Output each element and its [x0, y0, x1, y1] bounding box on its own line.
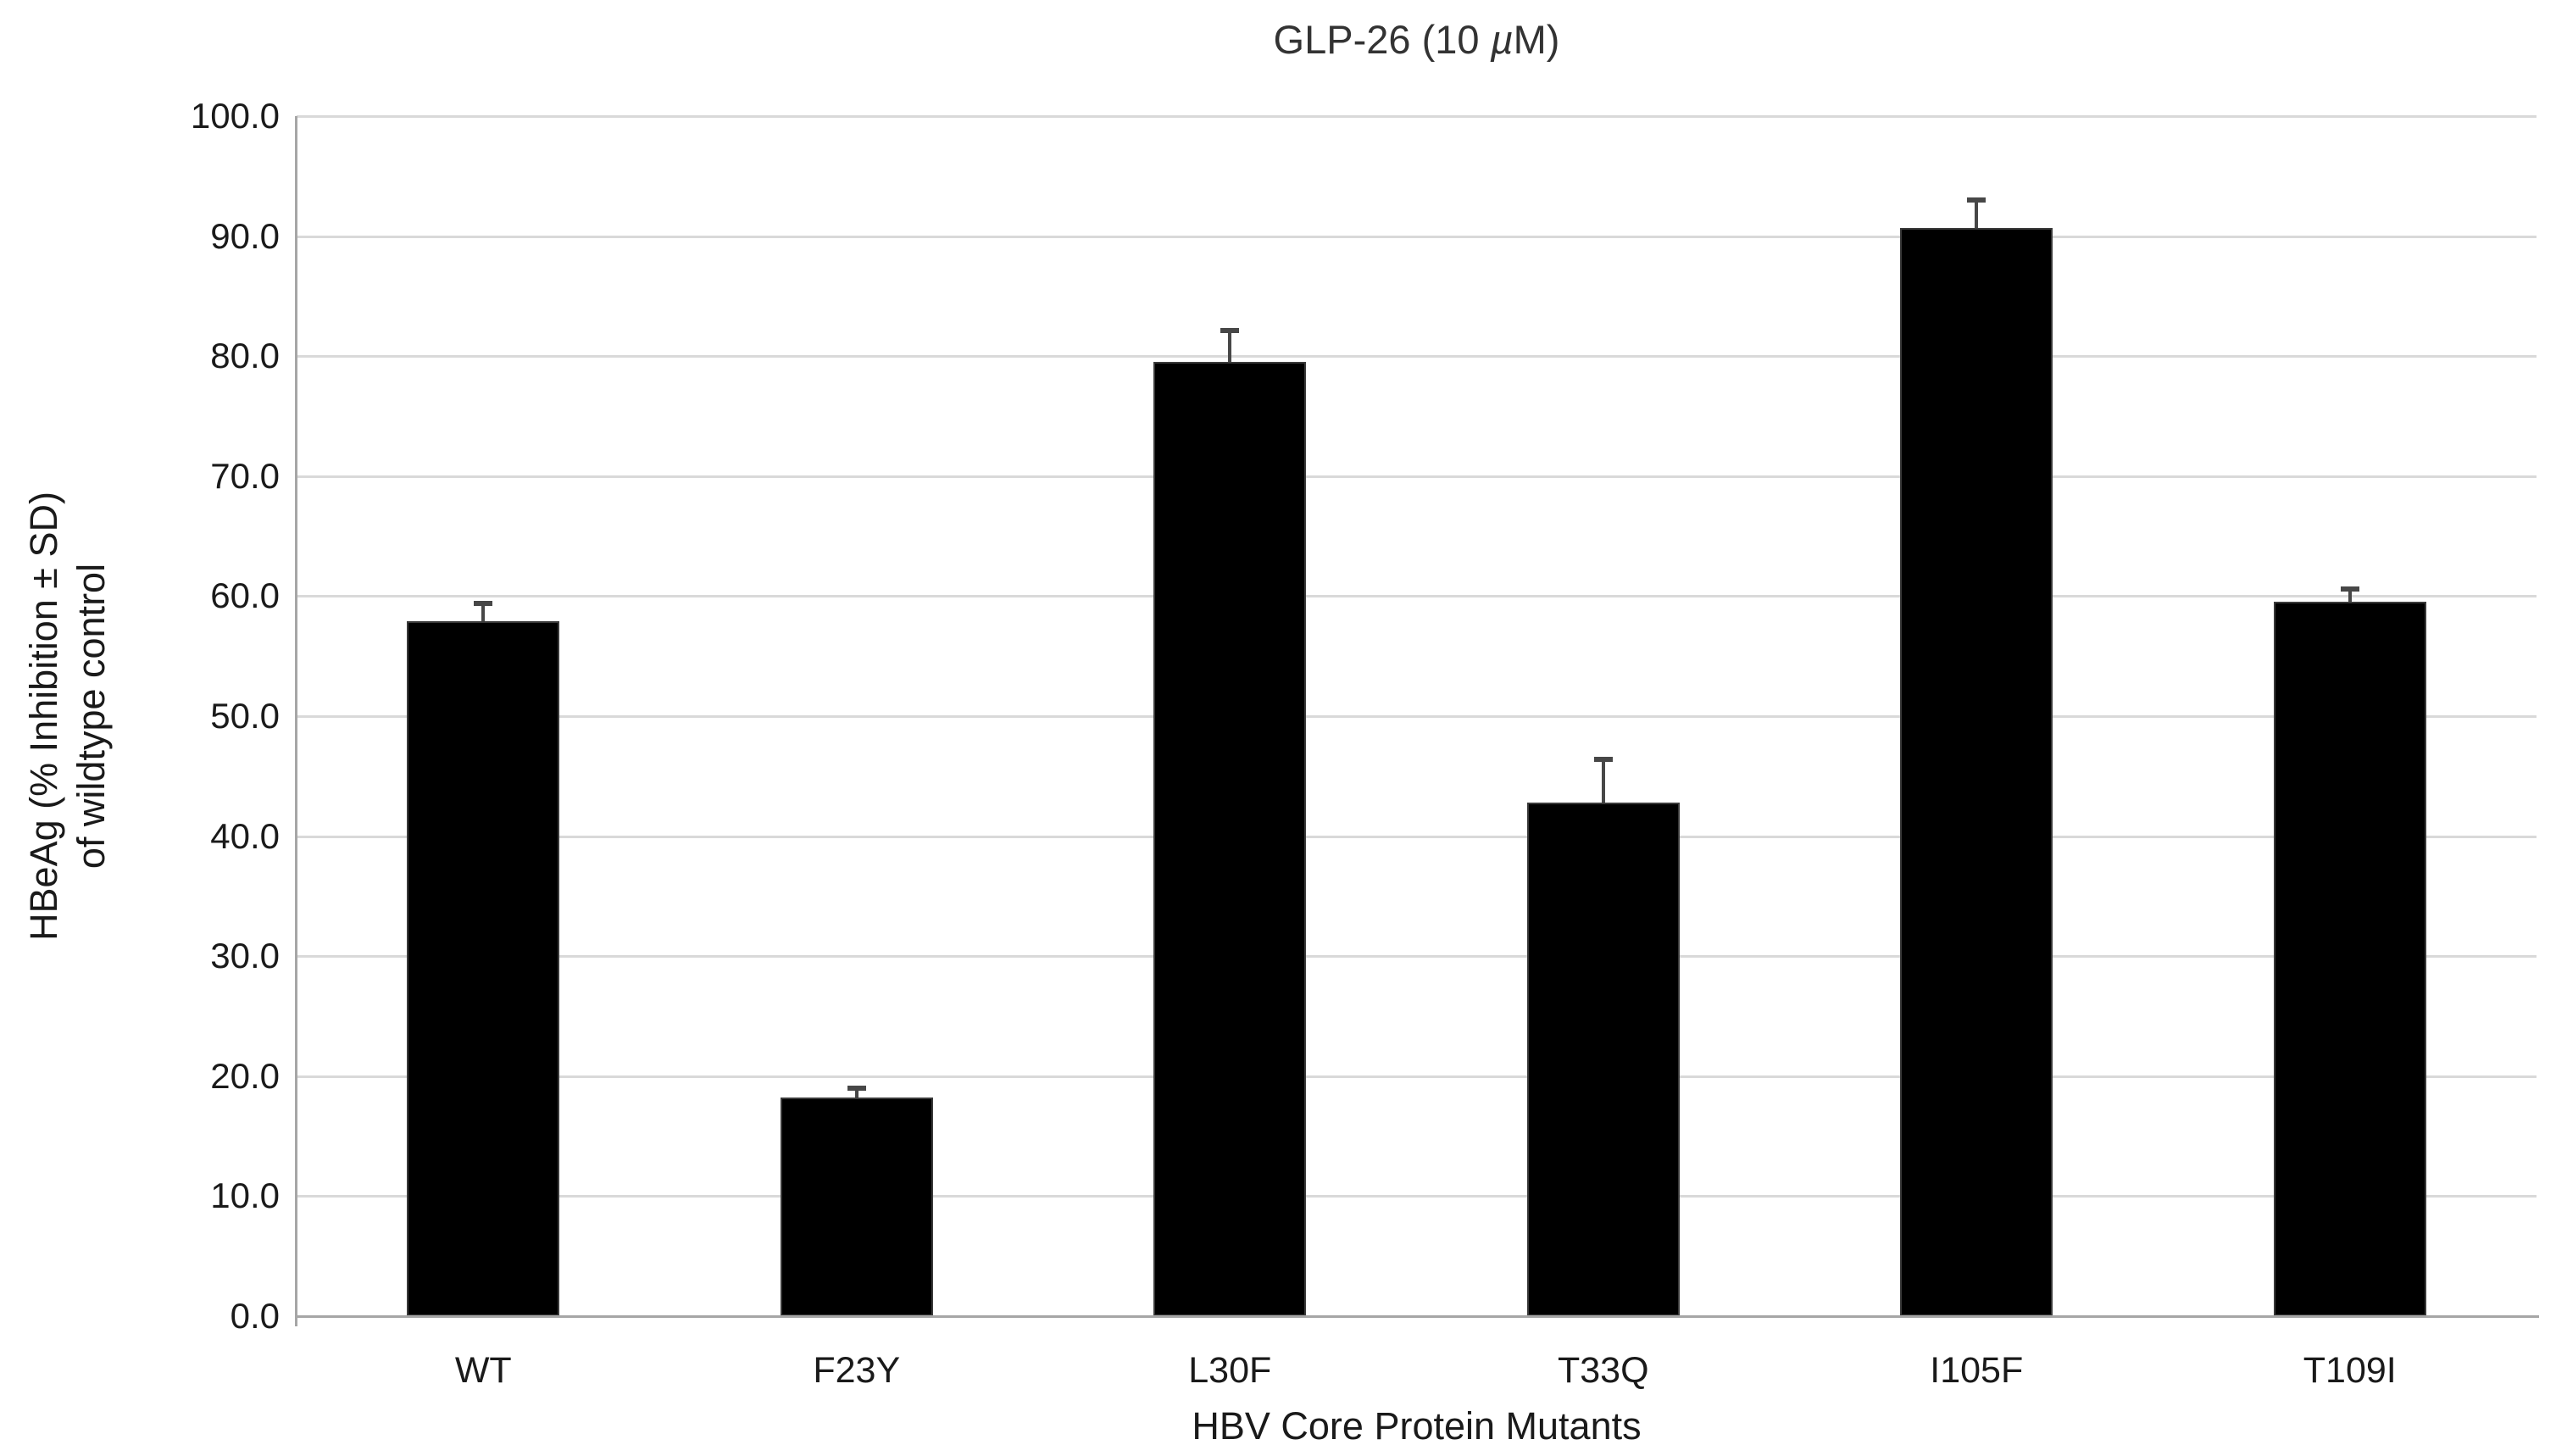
gridline-70 [297, 475, 2537, 478]
y-tick-label-100: 100.0 [190, 96, 280, 136]
error-bar-cap-WT [474, 600, 493, 606]
y-axis-title-line2: of wildtype control [69, 563, 114, 870]
x-axis-title: HBV Core Protein Mutants [1192, 1404, 1642, 1448]
gridline-90 [297, 235, 2537, 238]
gridline-100 [297, 115, 2537, 118]
error-bar-cap-T109I [2340, 586, 2359, 592]
y-tick-label-10: 10.0 [210, 1175, 280, 1216]
gridline-60 [297, 595, 2537, 598]
error-bar-cap-T33Q [1593, 756, 1613, 762]
gridline-20 [297, 1075, 2537, 1078]
gridline-40 [297, 835, 2537, 838]
x-tick-label-WT: WT [454, 1350, 512, 1391]
error-bar-stem-F23Y [854, 1087, 858, 1098]
y-axis-title: HBeAg (% Inhibition ± SD) of wildtype co… [20, 492, 115, 941]
gridline-50 [297, 715, 2537, 718]
x-tick-label-L30F: L30F [1188, 1350, 1272, 1391]
y-tick-label-60: 60.0 [210, 575, 280, 616]
error-bar-stem-T33Q [1601, 759, 1605, 803]
gridline-30 [297, 955, 2537, 959]
y-tick-label-40: 40.0 [210, 815, 280, 856]
x-tick-label-I105F: I105F [1930, 1350, 2024, 1391]
y-tick-label-30: 30.0 [210, 936, 280, 976]
error-bar-cap-F23Y [847, 1085, 866, 1091]
gridline-80 [297, 355, 2537, 358]
bar-L30F [1153, 362, 1307, 1316]
bar-T109I [2273, 602, 2426, 1316]
y-axis-title-wrap: HBeAg (% Inhibition ± SD) of wildtype co… [0, 116, 136, 1316]
plot-area [297, 115, 2537, 1316]
y-tick-label-70: 70.0 [210, 455, 280, 496]
chart-title: GLP-26 (10 µM) [297, 15, 2537, 64]
x-tick-label-T109I: T109I [2303, 1350, 2397, 1391]
x-tick-label-F23Y: F23Y [813, 1350, 901, 1391]
error-bar-stem-L30F [1228, 331, 1232, 363]
error-bar-stem-I105F [1975, 200, 1979, 228]
y-tick-label-50: 50.0 [210, 696, 280, 736]
y-tick-label-0: 0.0 [230, 1296, 280, 1336]
chart-title-pre: GLP-26 (10 [1273, 17, 1491, 62]
error-bar-cap-L30F [1220, 328, 1240, 334]
error-bar-stem-WT [481, 603, 486, 622]
y-tick-label-80: 80.0 [210, 336, 280, 376]
error-bar-cap-I105F [1967, 197, 1986, 203]
y-axis-title-line1: HBeAg (% Inhibition ± SD) [22, 492, 66, 941]
chart-title-post: M) [1513, 17, 1560, 62]
bar-I105F [1900, 227, 2053, 1316]
x-tick-label-T33Q: T33Q [1557, 1350, 1649, 1391]
x-axis-line [295, 1315, 2539, 1318]
gridline-10 [297, 1195, 2537, 1198]
y-tick-label-20: 20.0 [210, 1055, 280, 1096]
y-axis-line [295, 116, 297, 1326]
chart-title-mu: µ [1490, 17, 1514, 62]
bar-WT [407, 621, 560, 1316]
bar-F23Y [780, 1098, 933, 1316]
bar-T33Q [1526, 802, 1680, 1316]
y-tick-label-90: 90.0 [210, 215, 280, 256]
